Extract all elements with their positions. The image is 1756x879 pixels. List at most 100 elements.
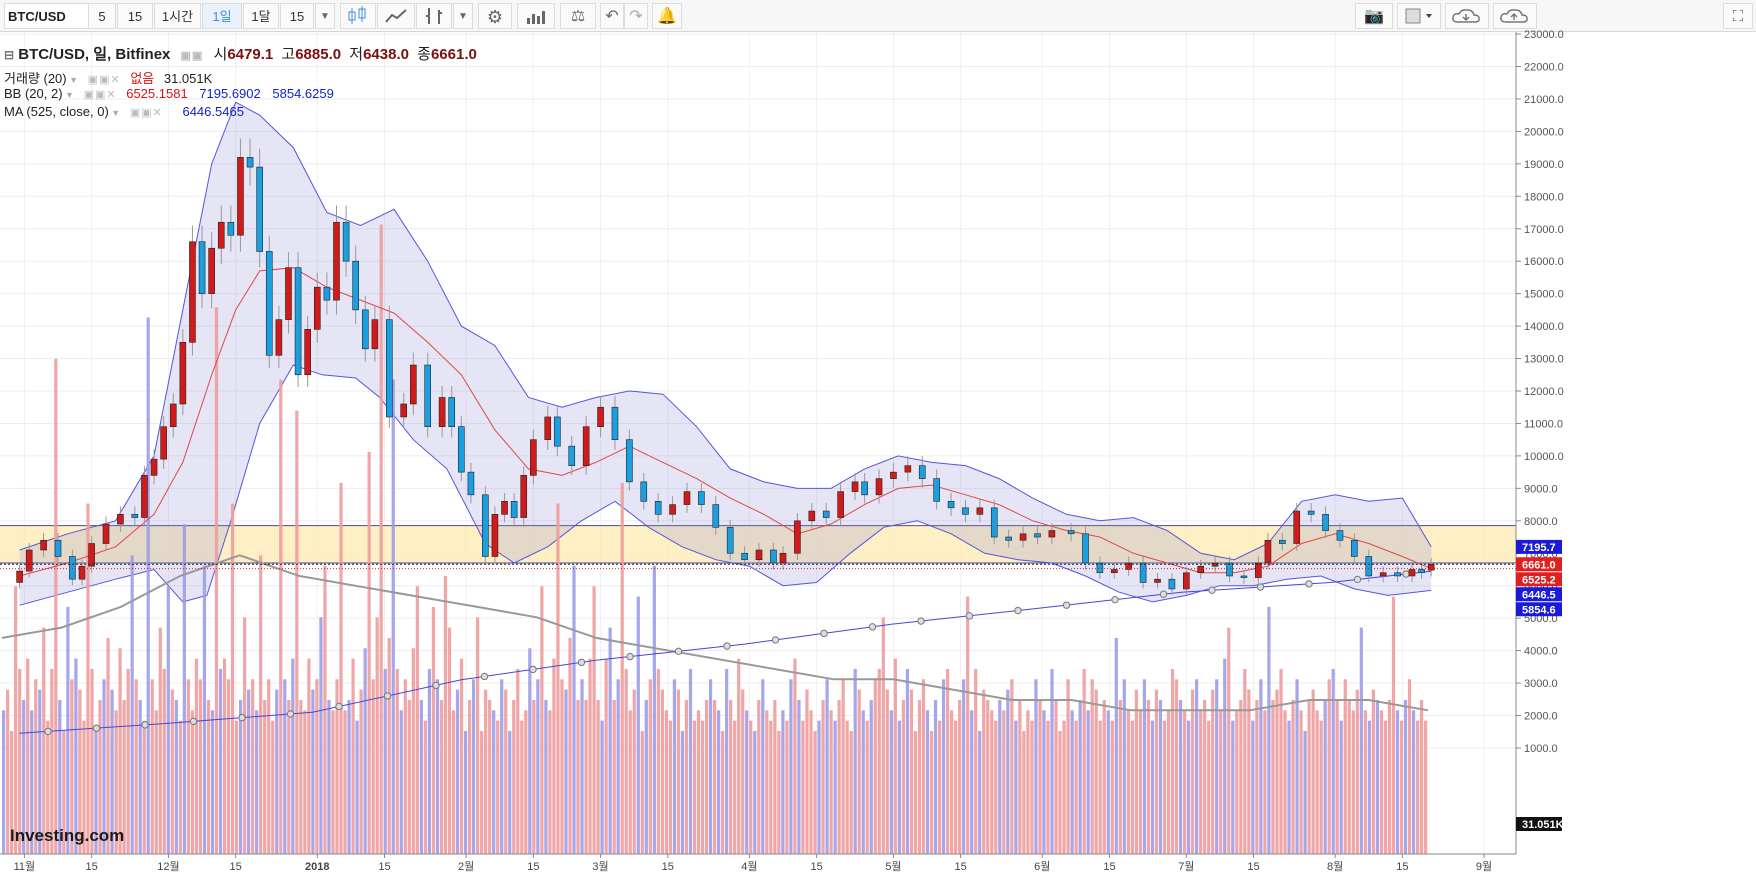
undo-icon[interactable]: ↶ [600,3,624,29]
interval-1h-button[interactable]: 1시간 [154,3,201,29]
volume-bar [1098,720,1102,855]
volume-bar [1395,710,1400,855]
interval-1d-button[interactable]: 1일 [202,3,242,29]
interval-custom-button[interactable]: 15 [280,3,314,29]
volume-bar [291,658,295,855]
candle-body [482,494,489,557]
volume-bar [600,720,604,855]
volume-bar [443,575,448,855]
candle-body [1096,562,1104,574]
volume-bar [1078,699,1082,855]
volume-bar [62,730,66,855]
ma-marker [577,658,586,667]
volume-bar [287,699,291,855]
volume-bar [1267,606,1271,855]
volume-bar [174,699,178,855]
indicators-icon[interactable] [517,3,555,29]
volume-bar [1251,720,1255,855]
ma-buttons[interactable]: ▣▣✕ [129,107,163,119]
volume-bar [644,699,648,855]
fullscreen-icon[interactable]: ⛶ [1723,3,1753,29]
volume-bar [532,699,536,855]
bar-chart-icon[interactable] [416,3,452,29]
volume-bar [1010,679,1014,855]
cloud-upload-icon[interactable] [1493,3,1537,29]
cloud-upload-glyph [1500,9,1528,23]
candle-chart-icon[interactable] [340,3,376,29]
volume-bar [1275,689,1279,855]
price-tick-label: 18000.0 [1524,191,1564,203]
cloud-download-icon[interactable] [1445,3,1489,29]
dropdown-icon[interactable]: ▼ [453,3,473,29]
volume-bar [745,710,749,855]
volume-bar [825,679,829,855]
candle-body [198,241,206,294]
time-tick-label: 15 [378,861,390,873]
volume-buttons[interactable]: ▣▣✕ [87,74,121,86]
candle-body [501,501,508,515]
volume-bar [122,699,126,855]
candle-body [544,416,552,440]
volume-bar [1199,710,1203,855]
close-value: 6661.0 [430,46,477,63]
time-tick-label: 15 [527,861,539,873]
candle-body [597,406,604,427]
volume-bar [26,658,30,855]
interval-15m-button[interactable]: 15 [117,3,153,29]
volume-bar [548,710,552,855]
layout-icon[interactable] [1397,3,1441,29]
chevron-down-icon[interactable]: ▼ [315,3,335,29]
low-value: 6438.0 [363,46,409,63]
price-tick-label: 23000.0 [1524,29,1564,41]
time-tick-label: 7월 [1178,860,1194,873]
volume-bar [954,720,958,855]
volume-bar [114,710,118,855]
volume-bar [612,699,616,855]
volume-bar [704,699,709,855]
interval-5m-button[interactable]: 5 [88,3,116,29]
compare-icon[interactable]: ⚖ [560,3,596,29]
ma-marker [1014,606,1022,615]
candle-body [69,556,76,580]
alert-icon[interactable]: 🔔 [652,3,682,29]
toolbar: BTC/USD 5 15 1시간 1일 1달 15 ▼ ▼ ⚙ ⚖ ↶ ↷ 🔔 … [0,0,1756,32]
volume-bar [998,699,1002,855]
volume-bar [941,679,946,855]
volume-bar [1022,730,1026,855]
legend-buttons[interactable]: ▣▣ [180,50,204,62]
volume-bar [688,668,693,855]
symbol-field[interactable]: BTC/USD [4,3,90,29]
camera-icon[interactable]: 📷 [1355,3,1393,29]
candle-body [189,241,196,343]
candle-body [117,514,124,525]
volume-bar [238,699,243,855]
volume-bar [38,689,42,855]
candle-body [333,221,340,301]
bb-buttons[interactable]: ▣▣✕ [83,89,117,101]
line-chart-icon[interactable] [377,3,415,29]
volume-bar [327,699,331,855]
volume-bar [592,586,596,855]
volume-bar [315,679,319,855]
volume-bar [1203,699,1207,855]
ma-marker [432,681,440,690]
redo-icon[interactable]: ↷ [624,3,648,29]
price-tick-label: 16000.0 [1524,256,1564,268]
volume-bar [1259,679,1263,855]
volume-bar [1062,720,1066,855]
settings-icon[interactable]: ⚙ [478,3,512,29]
volume-bar [279,379,283,855]
volume-bar [913,730,918,855]
volume-bar [1086,710,1090,855]
volume-bar [355,720,359,855]
volume-bar [383,668,387,855]
legend-volume: 거래량 (20) ▼ ▣▣✕ 없음 31.051K [4,71,213,86]
volume-na: 없음 [130,71,155,86]
ma-marker [189,717,198,726]
interval-1m-button[interactable]: 1달 [243,3,279,29]
legend-bb: BB (20, 2) ▼ ▣▣✕ 6525.1581 7195.6902 585… [4,86,334,101]
volume-bar [1018,699,1022,855]
legend-collapse-icon[interactable]: ⊟ [4,48,15,62]
candle-body [510,501,518,518]
